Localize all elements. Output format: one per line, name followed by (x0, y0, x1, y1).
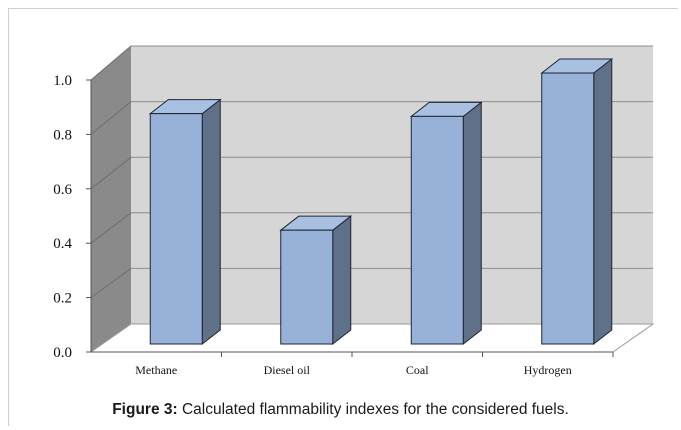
x-tick-label: Diesel oil (264, 363, 311, 377)
bar-hydrogen (540, 57, 614, 346)
figure-label: Figure 3: (112, 401, 178, 418)
x-tick-label: Methane (135, 363, 177, 377)
bar-front (541, 72, 595, 345)
bar-coal (409, 101, 483, 346)
bar-front (280, 229, 334, 345)
gridline-side (90, 45, 132, 81)
bar-side (593, 57, 613, 346)
x-tick-label: Coal (406, 363, 429, 377)
figure-frame (8, 8, 678, 426)
bar-side (201, 98, 221, 346)
y-tick-label: 0.8 (53, 127, 72, 143)
bar-side (462, 101, 482, 346)
chart-side-wall (91, 46, 131, 352)
figure-caption: Figure 3: Calculated flammability indexe… (0, 401, 681, 419)
y-tick-label: 1.0 (53, 73, 72, 89)
gridline-side (90, 212, 132, 244)
y-tick-label: 0.2 (53, 291, 72, 307)
gridline-side (90, 156, 132, 190)
y-tick-label: 0.4 (53, 236, 72, 252)
y-tick-label: 0.0 (53, 345, 72, 361)
bar-methane (148, 98, 222, 346)
figure-caption-text: Calculated flammability indexes for the … (177, 401, 569, 418)
gridline-side (90, 267, 132, 299)
gridline-side (90, 101, 132, 135)
bar-side (332, 215, 352, 346)
bar-chart: 0.0 0.2 0.4 0.6 0.8 1.0 Methane Diesel oil Coal… (53, 45, 655, 377)
bar-diesel-oil (279, 215, 353, 346)
y-tick-label: 0.6 (53, 182, 72, 198)
x-tick-label: Hydrogen (524, 363, 572, 377)
bar-front (410, 115, 464, 345)
bar-front (149, 113, 203, 345)
